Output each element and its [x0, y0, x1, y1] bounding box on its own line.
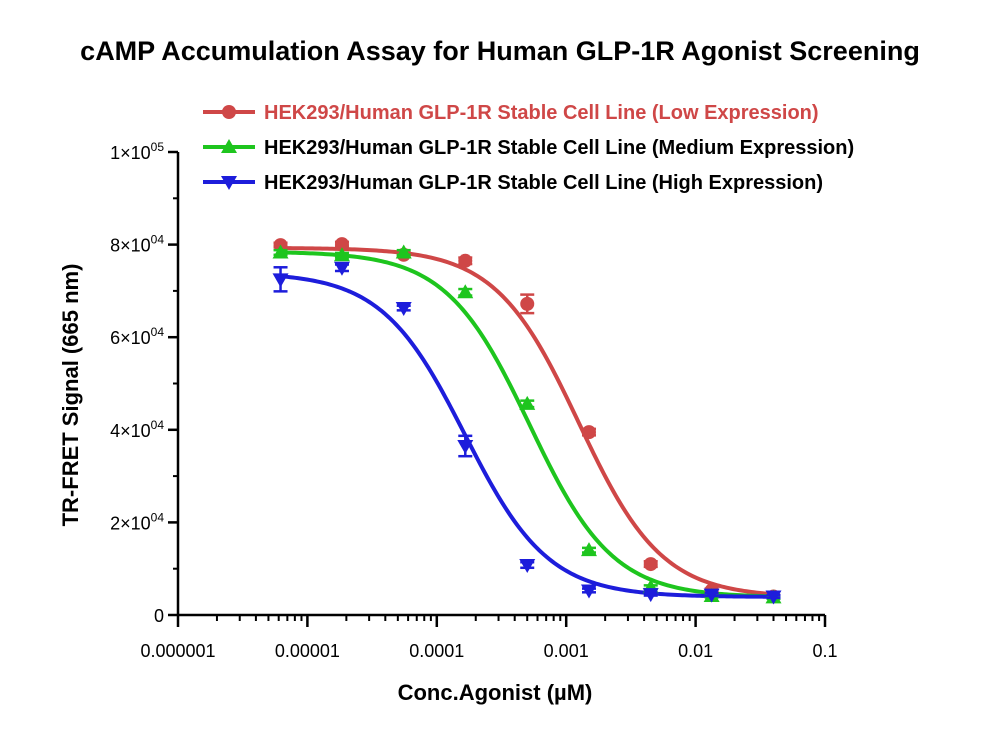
y-tick-label: 8×1004	[110, 233, 164, 256]
x-axis-label: Conc.Agonist (µM)	[398, 680, 593, 705]
data-point-s2	[272, 244, 289, 259]
legend-label: HEK293/Human GLP-1R Stable Cell Line (Lo…	[264, 102, 819, 124]
data-point-s3	[395, 302, 412, 317]
data-points	[272, 237, 782, 605]
x-tick-label: 0.01	[678, 641, 713, 661]
y-axis-label: TR-FRET Signal (665 nm)	[58, 264, 83, 527]
data-point-s1	[334, 237, 349, 252]
legend: HEK293/Human GLP-1R Stable Cell Line (Lo…	[203, 102, 854, 194]
legend-marker	[221, 139, 237, 153]
data-point-s3	[519, 558, 536, 573]
legend-marker	[221, 176, 237, 190]
legend-label: HEK293/Human GLP-1R Stable Cell Line (Me…	[264, 137, 854, 159]
x-tick-label: 0.0001	[409, 641, 464, 661]
fit-curve-3	[280, 274, 774, 599]
fit-curve-2	[280, 250, 774, 599]
legend-label: HEK293/Human GLP-1R Stable Cell Line (Hi…	[264, 172, 823, 194]
data-point-s3	[703, 588, 720, 603]
data-point-s2	[395, 244, 412, 259]
legend-marker	[222, 105, 236, 119]
data-point-s2	[333, 247, 350, 262]
data-point-s3	[333, 261, 350, 276]
x-tick-label: 0.001	[544, 641, 589, 661]
data-point-s2	[519, 395, 536, 410]
y-tick-label: 6×1004	[110, 325, 164, 348]
y-tick-label: 4×1004	[110, 418, 164, 441]
y-tick-label: 0	[154, 606, 164, 626]
data-point-s1	[520, 296, 535, 311]
chart-title: cAMP Accumulation Assay for Human GLP-1R…	[80, 36, 920, 66]
x-tick-label: 0.000001	[140, 641, 215, 661]
y-tick-label: 1×1005	[110, 140, 164, 163]
axes: 0.000001 0.00001 0.0001 0.001 0.01 0.1 0 2×1004…	[110, 140, 837, 661]
data-point-s1	[581, 425, 596, 440]
data-point-s3	[580, 584, 597, 599]
x-tick-label: 0.1	[812, 641, 837, 661]
data-point-s2	[580, 542, 597, 557]
y-tick-label: 2×1004	[110, 510, 164, 533]
data-point-s3	[642, 588, 659, 603]
x-tick-label: 0.00001	[275, 641, 340, 661]
data-point-s2	[457, 284, 474, 299]
data-point-s3	[272, 273, 289, 288]
data-point-s1	[458, 253, 473, 268]
data-point-s3	[765, 590, 782, 605]
fit-curve-1	[280, 246, 774, 597]
data-point-s3	[457, 440, 474, 455]
data-point-s1	[643, 557, 658, 572]
fit-curves	[280, 246, 774, 599]
